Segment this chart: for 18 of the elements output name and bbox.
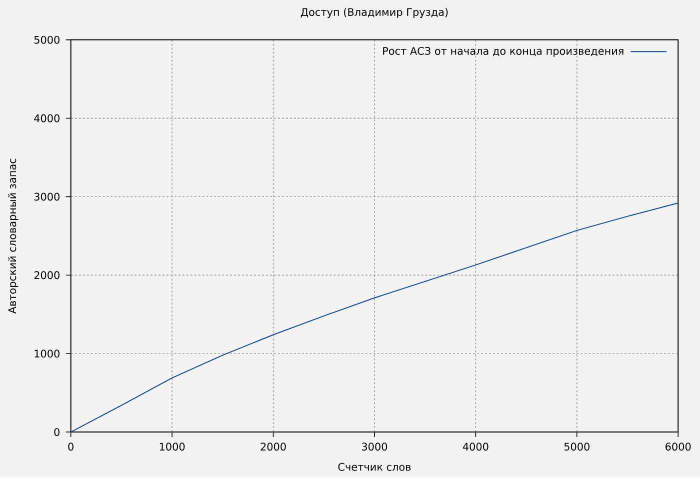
x-tick-label: 6000 [666,442,691,451]
x-tick-label: 0 [68,442,74,451]
line-series [70,202,678,432]
y-tick-label: 0 [54,428,60,436]
y-axis-title: Авторский словарный запас [8,158,18,314]
x-tick-label: 5000 [564,442,590,451]
y-tick-label: 3000 [34,192,60,201]
x-tick-label: 1000 [160,442,185,451]
y-tick-label: 5000 [34,36,60,44]
y-tick-label: 2000 [34,271,60,280]
chart-title: Доступ (Владимир Грузда) [300,8,448,18]
x-tick-label: 2000 [260,442,286,451]
y-tick-label: 4000 [34,114,60,122]
x-tick-label: 3000 [362,442,388,451]
x-tick-label: 4000 [462,442,488,451]
x-axis-title: Счетчик слов [338,463,411,471]
legend-label: Рост АСЗ от начала до конца произведения [383,47,624,57]
y-tick-label: 1000 [34,350,60,358]
